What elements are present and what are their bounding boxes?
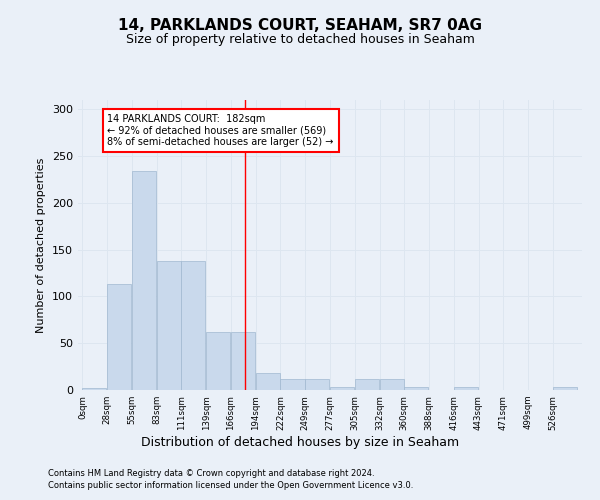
Bar xyxy=(256,373,280,390)
Bar xyxy=(132,171,156,390)
Bar xyxy=(157,261,181,390)
Text: 14, PARKLANDS COURT, SEAHAM, SR7 0AG: 14, PARKLANDS COURT, SEAHAM, SR7 0AG xyxy=(118,18,482,32)
Bar xyxy=(206,332,230,390)
Text: Size of property relative to detached houses in Seaham: Size of property relative to detached ho… xyxy=(125,32,475,46)
Text: 14 PARKLANDS COURT:  182sqm
← 92% of detached houses are smaller (569)
8% of sem: 14 PARKLANDS COURT: 182sqm ← 92% of deta… xyxy=(107,114,334,147)
Bar xyxy=(82,388,106,390)
Bar xyxy=(231,332,255,390)
Bar xyxy=(380,379,404,390)
Bar xyxy=(305,379,329,390)
Y-axis label: Number of detached properties: Number of detached properties xyxy=(37,158,46,332)
Bar xyxy=(553,387,577,390)
Bar xyxy=(355,379,379,390)
Bar xyxy=(280,379,305,390)
Text: Contains public sector information licensed under the Open Government Licence v3: Contains public sector information licen… xyxy=(48,481,413,490)
Bar xyxy=(454,387,478,390)
Text: Distribution of detached houses by size in Seaham: Distribution of detached houses by size … xyxy=(141,436,459,449)
Bar xyxy=(181,261,205,390)
Text: Contains HM Land Registry data © Crown copyright and database right 2024.: Contains HM Land Registry data © Crown c… xyxy=(48,468,374,477)
Bar xyxy=(404,387,428,390)
Bar xyxy=(107,284,131,390)
Bar xyxy=(330,387,354,390)
